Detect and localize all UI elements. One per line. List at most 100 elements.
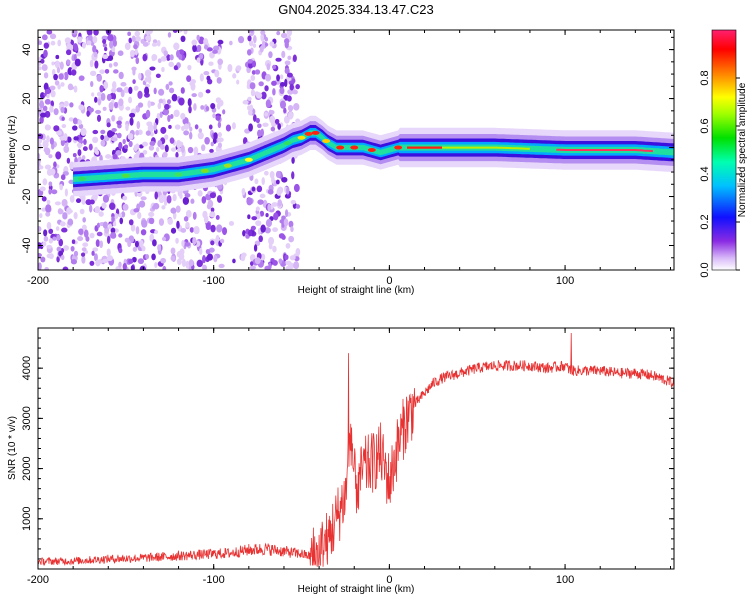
noise-speckle	[186, 75, 192, 83]
noise-speckle	[164, 144, 169, 153]
noise-speckle	[153, 122, 157, 131]
noise-speckle	[210, 207, 215, 213]
noise-speckle	[184, 242, 191, 247]
noise-speckle	[108, 102, 114, 110]
noise-speckle	[81, 224, 87, 231]
noise-speckle	[149, 233, 155, 242]
noise-speckle	[107, 55, 114, 61]
noise-speckle	[121, 211, 126, 218]
noise-speckle	[81, 255, 86, 264]
noise-speckle	[73, 136, 79, 141]
ridge-hotspot-8	[304, 131, 313, 136]
colorbar-tick-label-1: 0.2	[699, 214, 711, 229]
colorbar-tick-label-4: 0.8	[699, 70, 711, 85]
noise-speckle	[100, 92, 106, 101]
noise-speckle	[129, 117, 134, 126]
noise-speckle	[157, 244, 162, 252]
noise-speckle	[66, 43, 73, 51]
noise-speckle	[155, 147, 160, 152]
noise-speckle	[102, 221, 108, 229]
noise-speckle	[95, 259, 101, 267]
noise-speckle	[265, 99, 271, 108]
noise-speckle	[96, 91, 102, 97]
noise-speckle	[172, 193, 177, 202]
noise-speckle	[168, 81, 173, 86]
noise-speckle	[89, 260, 95, 266]
spec-ytick-label-0: -40	[21, 238, 33, 254]
noise-speckle	[106, 255, 114, 262]
noise-speckle	[271, 175, 275, 184]
noise-speckle	[122, 203, 129, 211]
noise-speckle	[129, 112, 136, 118]
noise-speckle	[256, 185, 263, 193]
noise-speckle	[183, 216, 189, 222]
noise-speckle	[58, 238, 64, 247]
noise-speckle	[77, 149, 82, 156]
noise-speckle	[170, 114, 174, 119]
noise-speckle	[274, 118, 280, 125]
noise-speckle	[44, 110, 51, 118]
noise-speckle	[189, 126, 193, 132]
noise-speckle	[91, 92, 95, 97]
noise-speckle	[104, 68, 110, 74]
noise-speckle	[180, 35, 186, 43]
noise-speckle	[118, 71, 124, 80]
noise-speckle	[111, 115, 115, 122]
noise-speckle	[260, 30, 266, 35]
noise-speckle	[161, 205, 166, 210]
noise-speckle	[103, 81, 109, 90]
noise-speckle	[107, 34, 114, 42]
noise-speckle	[111, 128, 117, 133]
noise-speckle	[144, 77, 149, 83]
noise-speckle	[190, 198, 195, 204]
noise-speckle	[255, 220, 262, 227]
noise-speckle	[82, 217, 86, 223]
noise-speckle	[196, 259, 203, 268]
noise-speckle	[46, 199, 51, 205]
noise-speckle	[118, 213, 123, 218]
noise-speckle	[171, 147, 177, 152]
noise-speckle	[118, 98, 124, 107]
noise-speckle	[96, 222, 101, 228]
noise-speckle	[242, 230, 246, 237]
noise-speckle	[53, 161, 57, 168]
noise-speckle	[158, 218, 165, 226]
noise-speckle	[56, 234, 61, 241]
noise-speckle	[209, 192, 217, 199]
noise-speckle	[56, 66, 61, 74]
noise-speckle	[174, 124, 181, 130]
noise-speckle	[272, 259, 278, 266]
noise-speckle	[148, 211, 155, 217]
noise-speckle	[151, 53, 158, 61]
noise-speckle	[187, 146, 194, 154]
noise-speckle	[162, 108, 170, 116]
noise-speckle	[194, 124, 199, 130]
noise-speckle	[251, 186, 256, 192]
noise-speckle	[142, 42, 149, 47]
noise-speckle	[267, 203, 271, 212]
ridge-hotspot-9	[311, 130, 320, 135]
noise-speckle	[276, 74, 280, 82]
spectrogram-xlabel: Height of straight line (km)	[298, 285, 415, 296]
snr-ylabel: SNR (10 * v/v)	[7, 416, 18, 480]
noise-speckle	[291, 156, 295, 164]
spec-ytick-label-1: -20	[21, 189, 33, 205]
noise-speckle	[158, 195, 165, 204]
snr-plot-area	[38, 328, 674, 569]
noise-speckle	[89, 232, 95, 239]
ridge-hotspot-2	[174, 172, 183, 177]
noise-speckle	[74, 58, 81, 67]
noise-speckle	[85, 199, 92, 206]
noise-speckle	[106, 93, 112, 101]
noise-speckle	[44, 266, 49, 270]
noise-speckle	[250, 89, 256, 97]
noise-speckle	[49, 168, 56, 176]
noise-speckle	[38, 61, 42, 66]
noise-speckle	[165, 83, 170, 90]
noise-speckle	[116, 120, 122, 126]
noise-speckle	[100, 139, 106, 147]
noise-speckle	[128, 96, 133, 104]
colorbar-tick-label-0: 0.0	[699, 262, 711, 277]
noise-speckle	[54, 201, 61, 206]
noise-speckle	[273, 212, 279, 221]
